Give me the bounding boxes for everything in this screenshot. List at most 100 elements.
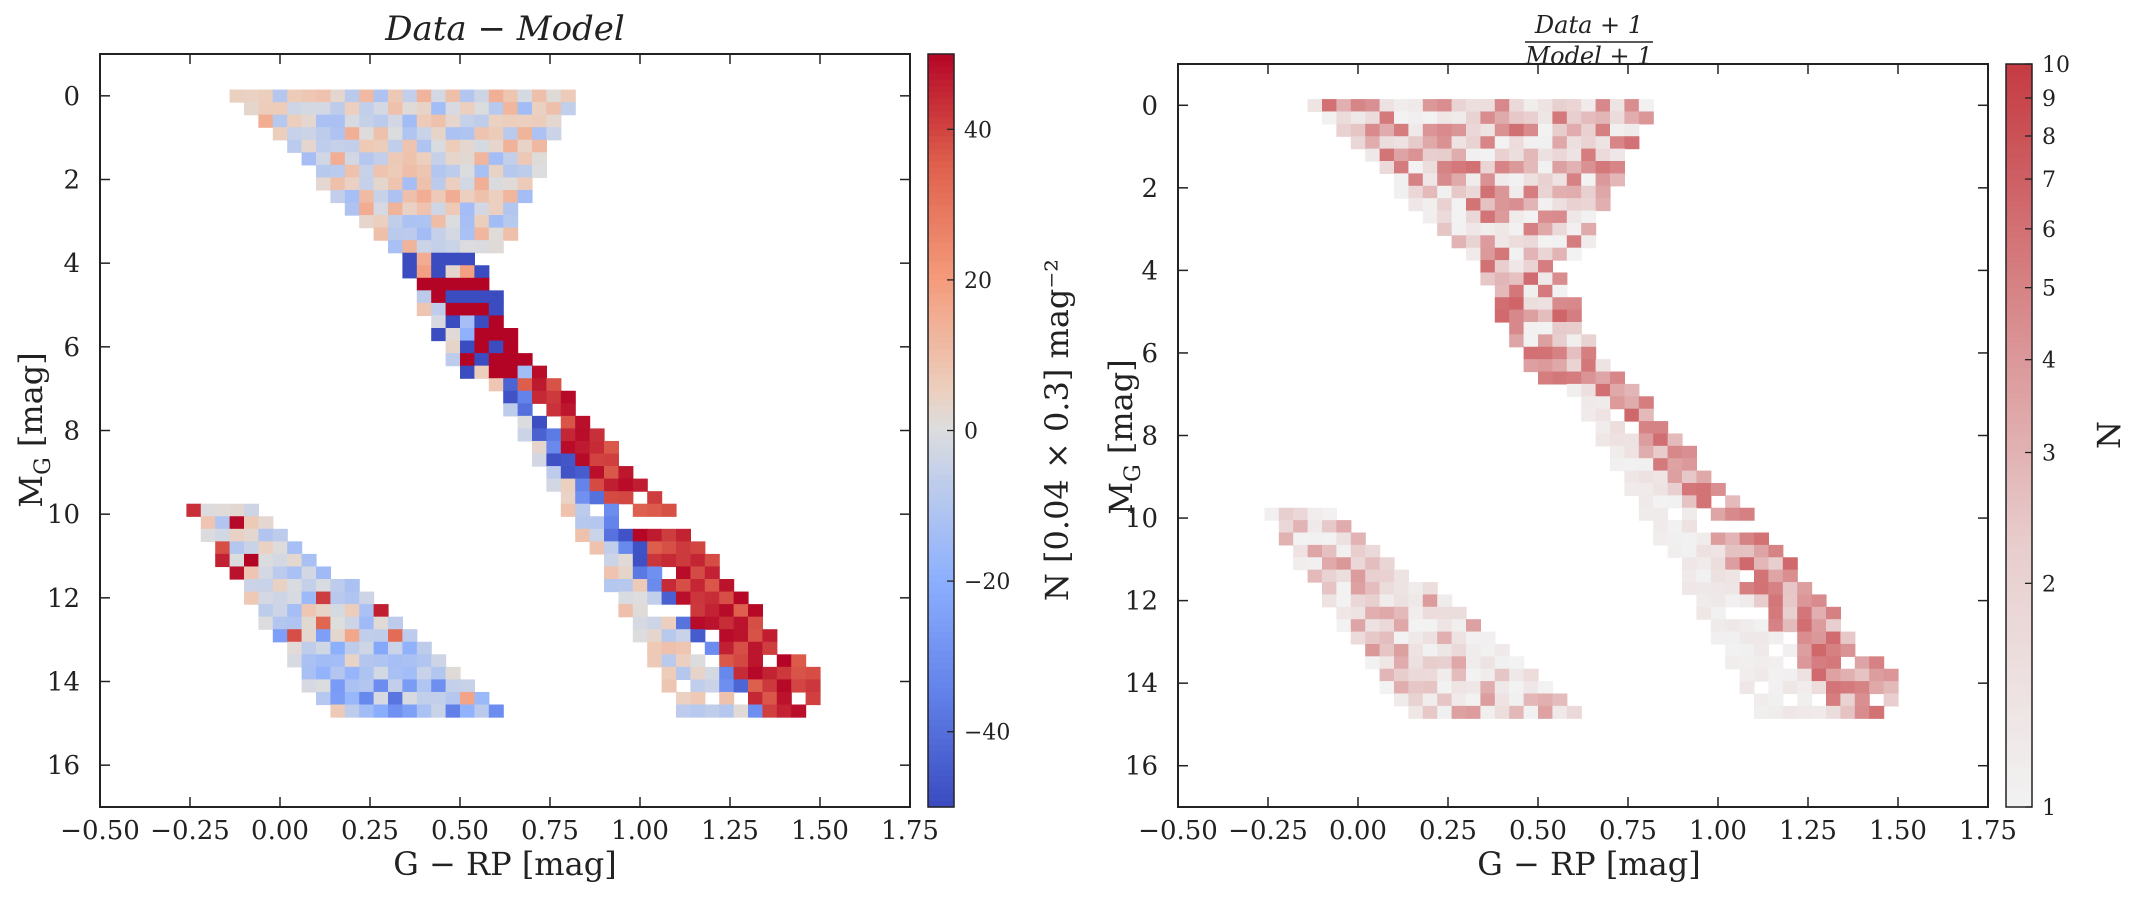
left-colorbar-segment [928,756,954,764]
left-heatmap-cell [330,89,346,103]
left-heatmap-cell [776,666,792,681]
right-colorbar-segment [2006,447,2032,455]
left-heatmap-cell [373,227,389,241]
left-heatmap-cell [575,491,591,505]
left-heatmap-cell [431,265,447,279]
left-heatmap-cell [330,666,346,681]
right-heatmap-cell [1451,693,1467,707]
left-heatmap-cell [359,89,375,103]
left-colorbar-segment [928,261,954,268]
right-heatmap-cell [1466,681,1481,695]
right-heatmap-cell [1494,705,1510,719]
left-heatmap-cell [474,328,490,342]
right-heatmap-cell [1754,569,1769,583]
right-heatmap-cell [1653,507,1669,521]
left-heatmap-cell [503,390,519,404]
left-colorbar-segment [928,223,954,231]
left-x-tick-label: −0.50 [60,816,140,846]
left-heatmap-cell [719,691,735,706]
right-heatmap-cell [1811,643,1827,657]
right-colorbar-segment [2006,311,2032,319]
left-heatmap-cell [546,466,562,480]
left-heatmap-cell [503,89,519,103]
right-heatmap-cell [1552,161,1568,174]
right-heatmap-cell [1840,693,1856,707]
left-heatmap-cell [388,666,403,681]
left-heatmap-cell [618,553,634,568]
left-heatmap-cell [488,302,504,317]
left-heatmap-cell [402,654,418,668]
left-heatmap-cell [503,139,519,153]
left-colorbar-segment [928,650,954,657]
left-heatmap-cell [373,691,389,706]
left-heatmap-cell [301,679,317,693]
right-colorbar-segment [2006,243,2032,251]
left-heatmap-cell [618,466,634,480]
right-colorbar-segment [2006,472,2032,480]
right-heatmap-cell [1394,631,1409,645]
left-colorbar-segment [928,361,954,369]
left-heatmap-cell [416,666,432,681]
left-colorbar-segment [928,273,954,281]
right-heatmap-cell [1883,681,1899,695]
right-x-tick-label: 1.75 [1959,816,2017,846]
left-heatmap-cell [359,189,375,204]
right-colorbar-segment [2006,608,2032,616]
left-colorbar-segment [928,631,954,639]
left-heatmap-cell [244,89,259,103]
left-heatmap-cell [330,579,346,593]
left-heatmap-cell [503,227,519,241]
right-heatmap-cell [1379,681,1395,695]
right-heatmap-cell [1437,681,1453,695]
left-heatmap-cell [330,102,346,116]
right-heatmap-cell [1494,161,1510,174]
right-heatmap-cell [1826,693,1841,707]
left-heatmap-cell [460,328,475,342]
right-colorbar-segment [2006,373,2032,381]
left-heatmap-cell [316,102,331,116]
left-heatmap-cell [445,139,461,153]
left-heatmap-cell [258,114,274,128]
right-heatmap-cell [1797,681,1813,695]
left-heatmap-cell [373,152,389,166]
left-heatmap-cell [359,654,375,668]
left-heatmap-cell [704,679,720,693]
right-heatmap-cell [1480,272,1496,286]
right-heatmap-cell [1408,643,1424,657]
left-heatmap-cell [373,102,389,116]
left-heatmap-cell [647,591,663,605]
right-heatmap-cell [1350,544,1366,558]
right-heatmap-cell [1509,161,1525,174]
right-heatmap-cell [1451,606,1467,620]
right-heatmap-cell [1638,421,1654,435]
left-y-axis-label: MG [mag] [12,352,56,507]
left-heatmap-cell [416,679,432,693]
left-heatmap-cell [474,127,490,141]
left-heatmap-cell [474,277,490,291]
left-heatmap-cell [460,691,475,706]
left-heatmap-cell [474,152,490,166]
right-heatmap-cell [1538,247,1553,261]
right-heatmap-cell [1754,656,1769,670]
right-heatmap-cell [1451,161,1467,174]
left-heatmap-cell [589,516,605,530]
left-colorbar-segment [928,242,954,250]
left-colorbar-segment [928,474,954,482]
left-heatmap-cell [344,641,360,655]
left-heatmap-cell [474,189,490,204]
left-heatmap-cell [719,579,735,593]
left-heatmap-cell [186,503,202,517]
left-heatmap-cell [287,616,303,630]
left-colorbar-segment [928,788,954,796]
right-heatmap-cell [1509,198,1525,212]
right-colorbar-segment [2006,658,2032,666]
right-x-tick-label: 1.50 [1869,816,1927,846]
right-heatmap-cell [1494,210,1510,224]
left-y-tick-label: 0 [63,82,80,112]
right-heatmap-cell [1451,198,1467,212]
right-heatmap-cell [1840,631,1856,645]
right-heatmap-cell [1581,408,1597,422]
left-heatmap-cell [431,89,447,103]
left-heatmap-cell [373,604,389,618]
left-heatmap-cell [301,604,317,618]
